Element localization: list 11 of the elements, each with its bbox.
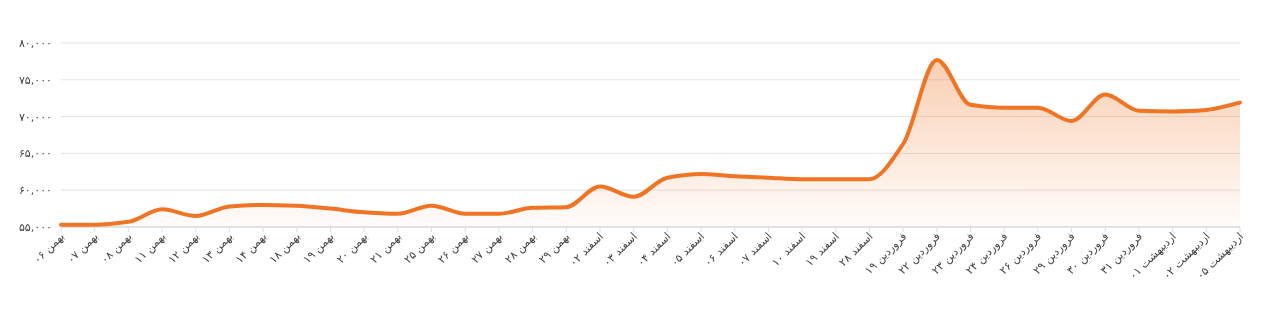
ytick: ۶۰,۰۰۰ (18, 184, 52, 198)
ytick: ۷۰,۰۰۰ (18, 110, 52, 124)
ytick: ۶۵,۰۰۰ (18, 147, 52, 161)
ytick: ۷۵,۰۰۰ (18, 73, 52, 87)
xtick: بهمن ۰۷ (64, 229, 101, 267)
xtick: بهمن ۲۹ (536, 229, 573, 267)
ytick: ۸۰,۰۰۰ (18, 37, 52, 50)
xtick: بهمن ۱۳ (199, 229, 236, 267)
xtick: بهمن ۲۵ (401, 229, 438, 267)
ytick: ۵۵,۰۰۰ (18, 221, 52, 234)
xtick: بهمن ۱۹ (300, 229, 337, 267)
